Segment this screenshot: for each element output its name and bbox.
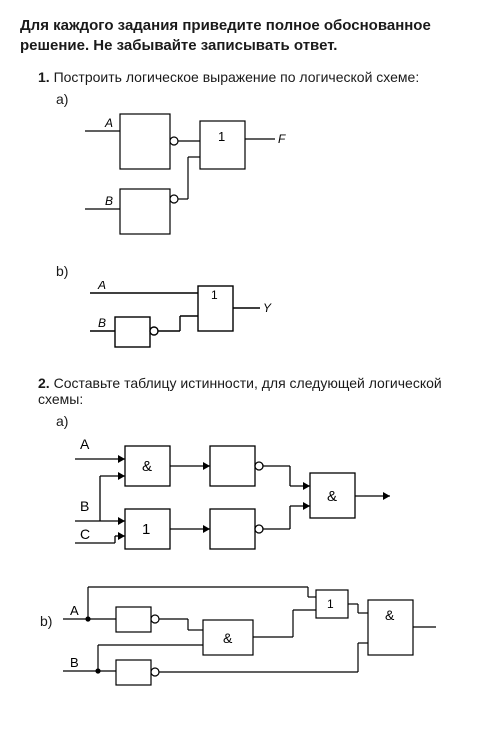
task1-a-label: a) xyxy=(56,91,480,107)
svg-text:B: B xyxy=(98,316,106,330)
svg-text:&: & xyxy=(223,630,233,646)
svg-text:B: B xyxy=(105,194,113,208)
svg-text:A: A xyxy=(104,116,113,130)
diagram-1b: A B 1 Y xyxy=(80,281,480,361)
task1-text: Построить логическое выражение по логиче… xyxy=(50,69,420,85)
svg-text:1: 1 xyxy=(327,597,334,611)
task1-b-label: b) xyxy=(56,263,480,279)
task2: 2. Составьте таблицу истинности, для сле… xyxy=(38,375,480,407)
svg-text:C: C xyxy=(80,526,90,542)
svg-text:1: 1 xyxy=(211,288,218,302)
diagram-1a: A B 1 F xyxy=(80,109,480,249)
svg-text:1: 1 xyxy=(218,129,225,144)
svg-text:B: B xyxy=(70,655,79,670)
task2-a-label: a) xyxy=(56,413,480,429)
task2-text: Составьте таблицу истинности, для следую… xyxy=(38,375,442,407)
diagram-2a: A B C & 1 xyxy=(70,431,480,561)
svg-text:1: 1 xyxy=(142,521,150,538)
svg-text:A: A xyxy=(80,436,90,452)
svg-text:A: A xyxy=(97,281,106,292)
svg-text:Y: Y xyxy=(263,301,272,315)
task2-num: 2. xyxy=(38,375,50,391)
task1: 1. Построить логическое выражение по лог… xyxy=(38,69,480,85)
task2-b-label: b) xyxy=(40,613,52,629)
instruction-text: Для каждого задания приведите полное обо… xyxy=(20,16,480,57)
svg-text:F: F xyxy=(278,132,286,146)
diagram-2b: b) A B & xyxy=(40,575,480,700)
task1-num: 1. xyxy=(38,69,50,85)
svg-text:&: & xyxy=(327,488,337,505)
svg-text:B: B xyxy=(80,498,89,514)
svg-text:&: & xyxy=(142,458,152,475)
svg-text:A: A xyxy=(70,603,79,618)
svg-text:&: & xyxy=(385,607,395,623)
